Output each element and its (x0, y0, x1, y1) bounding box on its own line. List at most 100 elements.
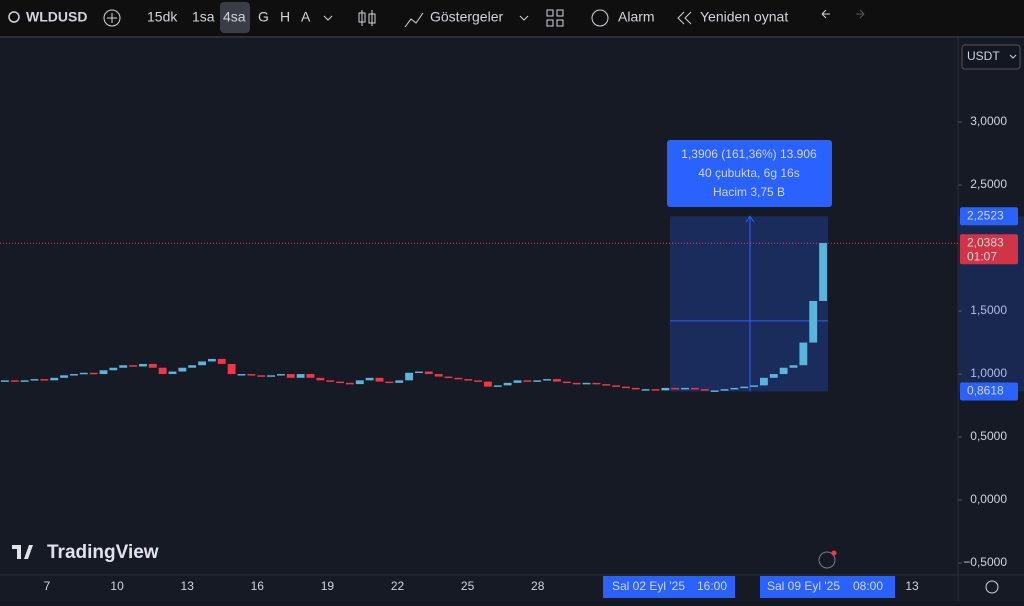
candle (779, 367, 788, 375)
y-tick-label: 0,5000 (970, 429, 1007, 443)
candle (1, 380, 9, 382)
candle (730, 387, 739, 390)
tooltip-line: Hacim 3,75 B (713, 185, 785, 199)
price-label: 2,0383 (967, 235, 1004, 249)
candle (158, 367, 167, 375)
candle (30, 379, 39, 381)
price-label-bg (960, 382, 1018, 401)
candle (306, 374, 315, 378)
interval[interactable]: 4sa (223, 9, 246, 25)
search-icon[interactable] (8, 11, 20, 23)
candle (740, 386, 749, 389)
candle (464, 379, 473, 381)
indicators[interactable]: Göstergeler (430, 9, 503, 25)
plus (107, 13, 117, 23)
replay[interactable]: Yeniden oynat (700, 9, 788, 25)
candle (99, 370, 108, 375)
alarm[interactable]: Alarm (618, 9, 655, 25)
candle (336, 381, 344, 384)
candle (799, 342, 808, 366)
candle (129, 365, 137, 367)
indicators-icon[interactable] (404, 12, 424, 28)
interval[interactable]: H (280, 9, 290, 25)
candle (474, 380, 482, 382)
candle (50, 377, 59, 381)
candle (434, 374, 443, 377)
x-tick-label: 22 (391, 579, 405, 593)
candle (493, 385, 502, 387)
symbol[interactable]: WLDUSD (26, 9, 87, 25)
y-tick-label: 3,0000 (970, 114, 1007, 128)
candle (168, 371, 177, 375)
x-tick-label: 7 (44, 579, 51, 593)
undo[interactable] (821, 9, 830, 19)
candle (70, 374, 78, 376)
currency-box[interactable] (961, 44, 1021, 70)
settings[interactable] (985, 580, 999, 594)
candle (247, 374, 256, 376)
candle (533, 380, 542, 382)
candle (750, 385, 758, 387)
x-tick-label: 13 (905, 579, 919, 593)
candle (523, 380, 532, 382)
y-tick-label: 1,0000 (970, 366, 1007, 380)
candle (316, 377, 325, 381)
candle (267, 375, 275, 377)
candle-icon-body (358, 12, 366, 23)
candle (700, 389, 709, 391)
flash-icon[interactable] (818, 551, 836, 569)
candle (217, 358, 226, 364)
candle (681, 387, 689, 390)
candle (257, 375, 266, 377)
candle (769, 374, 778, 378)
candle (661, 387, 670, 391)
tooltip-line: 1,3906 (161,36%) 13.906 (681, 147, 817, 161)
add-symbol[interactable] (103, 9, 121, 27)
candle (89, 372, 98, 375)
date-label: Sal 02 Eyl '25 (612, 579, 685, 593)
chevron[interactable] (323, 15, 333, 21)
candle (119, 365, 128, 368)
interval[interactable]: 1sa (192, 9, 215, 25)
alarm-icon[interactable] (591, 9, 609, 27)
candle (405, 372, 413, 381)
candle (40, 379, 49, 381)
x-tick-label: 10 (110, 579, 124, 593)
candle (582, 382, 591, 385)
candle (513, 380, 522, 383)
candle (227, 363, 236, 375)
candle (208, 358, 216, 362)
time-label: 16:00 (697, 579, 727, 593)
layout-icon[interactable] (546, 9, 564, 27)
chevron[interactable] (1009, 54, 1017, 59)
candle (139, 363, 147, 367)
candle (671, 387, 680, 390)
currency[interactable]: USDT (967, 49, 1000, 63)
candle (395, 380, 404, 383)
interval[interactable]: G (258, 9, 269, 25)
candle (602, 384, 611, 386)
candle (277, 374, 285, 376)
candle (562, 381, 571, 384)
redo[interactable] (856, 9, 865, 19)
candle (198, 361, 206, 366)
replay-icon[interactable] (677, 11, 692, 25)
candle (641, 389, 650, 391)
candle (365, 377, 374, 381)
candle (553, 379, 561, 382)
x-tick-label: 19 (321, 579, 335, 593)
candle (691, 387, 699, 390)
logo: TradingView (12, 542, 159, 563)
candle (454, 377, 463, 380)
interval[interactable]: 15dk (147, 9, 178, 25)
x-tick-label: 13 (181, 579, 195, 593)
candle (444, 376, 453, 379)
date-label: Sal 09 Eyl '25 (767, 579, 840, 593)
chevron[interactable] (519, 15, 529, 21)
candle (385, 381, 394, 384)
price-label: 0,8618 (967, 384, 1004, 398)
candle (20, 380, 29, 382)
interval[interactable]: A (301, 9, 311, 25)
